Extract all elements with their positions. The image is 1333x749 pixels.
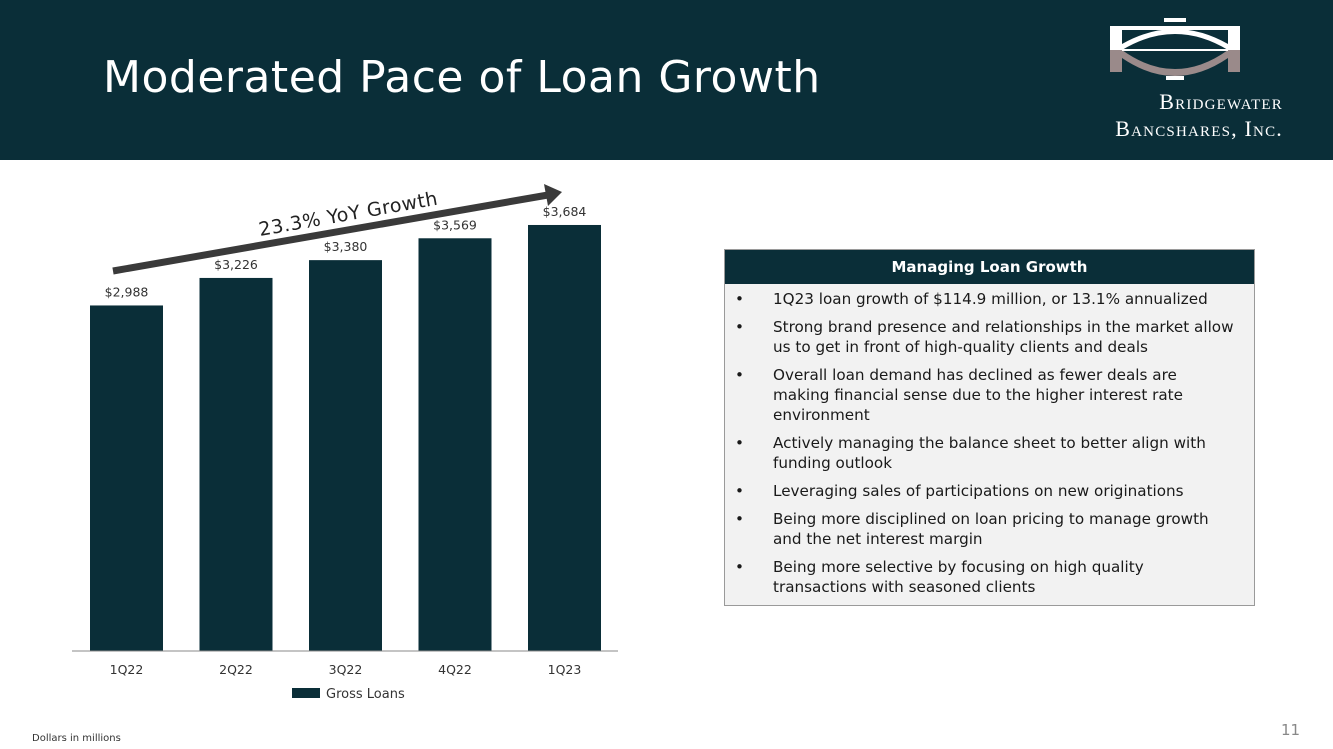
loan-bar-chart: $2,988 $3,226 $3,380 $3,569 $3,684 23.3% YoY…	[72, 184, 618, 702]
bullet-icon: •	[735, 366, 744, 384]
bars-layer: $2,988 $3,226 $3,380 $3,569 $3,684	[90, 204, 601, 652]
panel-list-item: • 1Q23 loan growth of $114.9 million, or …	[733, 289, 1238, 309]
bar-2q22	[199, 277, 273, 651]
bar-3q22	[309, 260, 382, 651]
panel-bullet-list: • 1Q23 loan growth of $114.9 million, or …	[725, 284, 1254, 605]
company-name-line-1: Bridgewater	[1159, 89, 1283, 114]
company-name-line-2: Bancshares, Inc.	[1115, 116, 1283, 141]
footnote: Dollars in millions	[32, 733, 121, 744]
bar-1q22	[90, 305, 163, 651]
x-tick-label: 1Q22	[110, 662, 144, 677]
page-number: 11	[1281, 721, 1301, 739]
panel-item-text: Being more disciplined on loan pricing t…	[773, 510, 1209, 548]
bullet-icon: •	[735, 290, 744, 308]
panel-item-text: Being more selective by focusing on high…	[773, 558, 1144, 596]
panel-list-item: • Being more disciplined on loan pricing …	[733, 509, 1238, 549]
panel-list-item: • Being more selective by focusing on hig…	[733, 557, 1238, 597]
managing-loan-growth-panel: Managing Loan Growth • 1Q23 loan growth o…	[724, 249, 1255, 606]
bar-value-label: $3,226	[214, 257, 258, 272]
legend-label: Gross Loans	[326, 687, 405, 702]
bullet-icon: •	[735, 558, 744, 576]
panel-item-text: Actively managing the balance sheet to b…	[773, 434, 1206, 472]
growth-arrow-shaft	[112, 191, 549, 275]
panel-list-item: • Actively managing the balance sheet to …	[733, 433, 1238, 473]
bar-value-label: $2,988	[105, 284, 149, 299]
bar-value-label: $3,569	[433, 217, 477, 232]
bar-value-label: $3,684	[543, 204, 587, 219]
legend-swatch	[292, 688, 320, 698]
company-name: Bridgewater Bancshares, Inc.	[1023, 88, 1283, 142]
panel-item-text: Overall loan demand has declined as fewe…	[773, 366, 1183, 424]
growth-arrow-head	[544, 184, 562, 206]
panel-header: Managing Loan Growth	[725, 250, 1254, 284]
x-tick-label: 4Q22	[438, 662, 472, 677]
bullet-icon: •	[735, 510, 744, 528]
bullet-icon: •	[735, 318, 744, 336]
x-tick-label: 2Q22	[219, 662, 253, 677]
bar-1q23	[528, 224, 601, 651]
legend: Gross Loans	[292, 687, 405, 702]
growth-arrow: 23.3% YoY Growth	[112, 184, 562, 275]
header-band: Moderated Pace of Loan Growth Bridgewate…	[0, 0, 1333, 160]
bridge-arch-logo-icon	[1110, 18, 1240, 80]
bullet-icon: •	[735, 434, 744, 452]
panel-list-item: • Strong brand presence and relationships…	[733, 317, 1238, 357]
bullet-icon: •	[735, 482, 744, 500]
panel-item-text: Leveraging sales of participations on ne…	[773, 482, 1184, 500]
x-tick-label: 1Q23	[548, 662, 582, 677]
bar-4q22	[418, 238, 492, 652]
page-title: Moderated Pace of Loan Growth	[103, 52, 821, 103]
panel-list-item: • Leveraging sales of participations on n…	[733, 481, 1238, 501]
bar-value-label: $3,380	[324, 239, 368, 254]
panel-list-item: • Overall loan demand has declined as few…	[733, 365, 1238, 425]
x-tick-label: 3Q22	[329, 662, 363, 677]
panel-item-text: Strong brand presence and relationships …	[773, 318, 1234, 356]
panel-item-text: 1Q23 loan growth of $114.9 million, or 1…	[773, 290, 1208, 308]
